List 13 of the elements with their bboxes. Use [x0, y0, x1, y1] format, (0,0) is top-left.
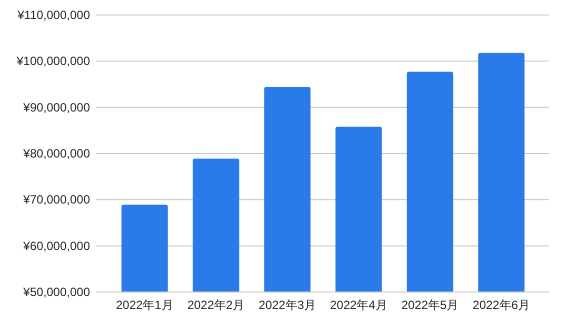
y-tick-label: ¥50,000,000 [22, 285, 90, 299]
x-tick-label: 2022年3月 [258, 298, 316, 312]
x-tick-label: 2022年4月 [330, 298, 388, 312]
y-tick-label: ¥90,000,000 [22, 100, 90, 114]
y-tick-label: ¥110,000,000 [16, 8, 90, 22]
x-tick-label: 2022年2月 [187, 298, 245, 312]
y-tick-label: ¥100,000,000 [16, 54, 90, 68]
y-tick-label: ¥60,000,000 [22, 238, 90, 253]
x-tick-label: 2022年1月 [116, 298, 174, 312]
y-tick-label: ¥70,000,000 [22, 192, 90, 207]
x-tick-label: 2022年6月 [472, 298, 530, 312]
x-tick-label: 2022年5月 [401, 298, 459, 312]
y-tick-label: ¥80,000,000 [22, 146, 90, 160]
